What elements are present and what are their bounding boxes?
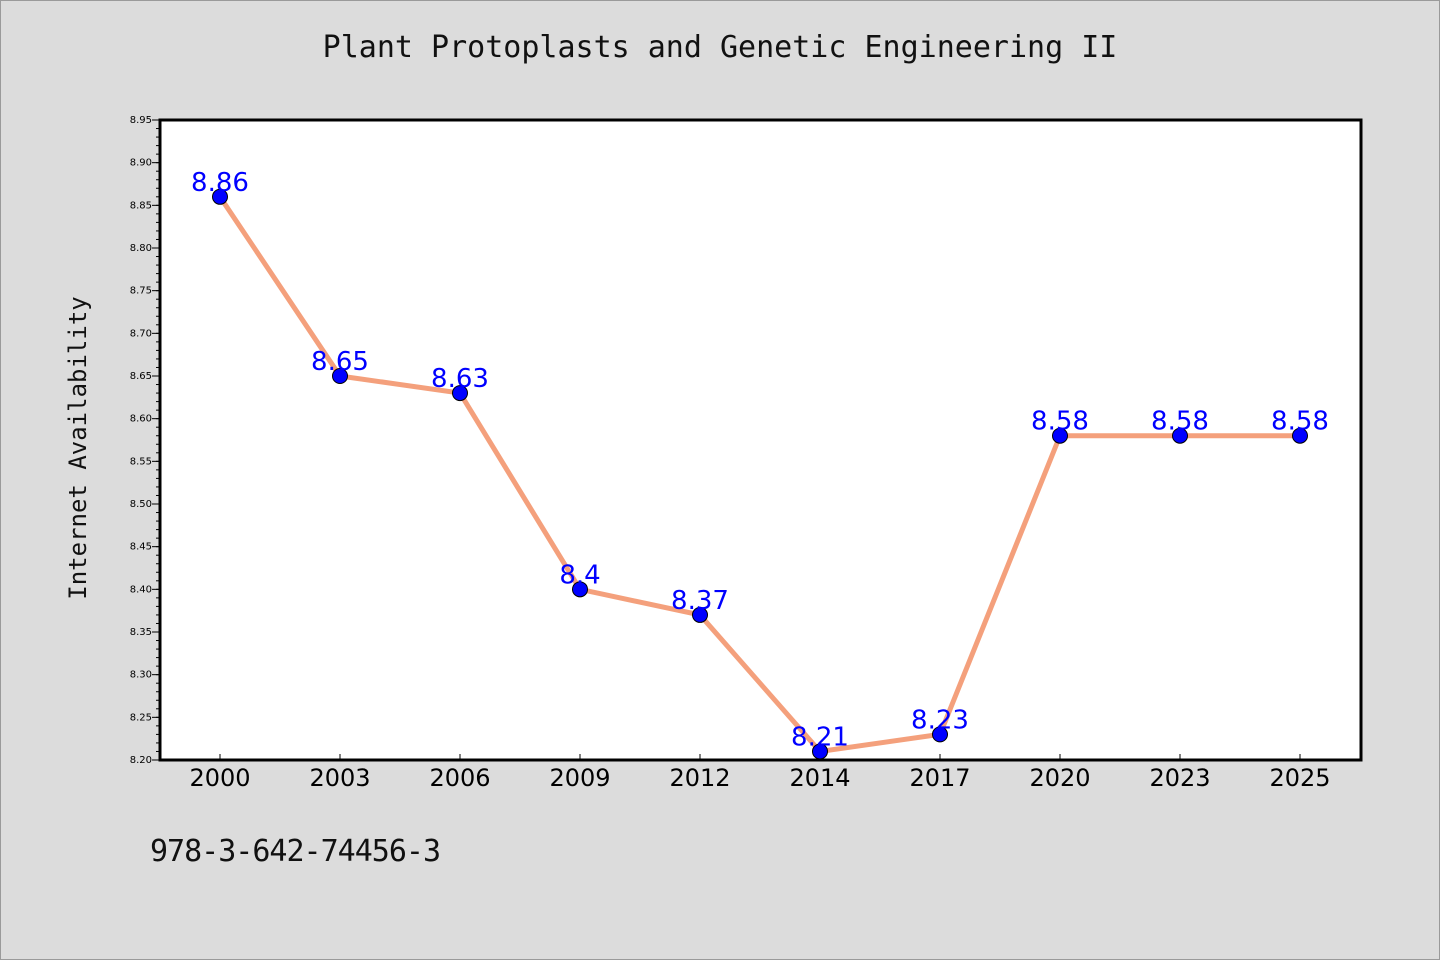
data-label: 8.63 [431,364,489,394]
y-tick-label: 8.45 [130,542,152,553]
y-tick-label: 8.70 [130,328,152,339]
data-label: 8.58 [1271,407,1329,437]
data-point [932,726,948,743]
y-tick-label: 8.40 [130,584,152,595]
data-label: 8.58 [1031,407,1089,437]
data-label: 8.37 [671,586,729,616]
data-point [1292,427,1308,444]
data-label-group: 8.86 8.65 8.63 8.4 8.37 8.21 8.23 8.58 8.58 8.58 [191,168,1329,753]
data-label: 8.58 [1151,407,1209,437]
x-tick-label: 2000 [189,764,250,792]
y-tick-label: 8.25 [130,712,152,723]
y-tick-label: 8.65 [130,371,152,382]
footer-code: 978-3-642-74456-3 [150,834,441,869]
y-tick-label: 8.60 [130,414,152,425]
data-point [1052,427,1068,444]
y-tick-label: 8.50 [130,499,152,510]
data-point [212,188,228,205]
x-tick-label: 2025 [1269,764,1330,792]
data-label: 8.23 [911,705,969,735]
x-tick-label: 2020 [1029,764,1090,792]
y-tick-label: 8.75 [130,286,152,297]
x-tick-label: 2023 [1149,764,1210,792]
data-label: 8.65 [311,347,369,377]
y-axis: 8.20 8.25 8.30 8.35 8.40 8.45 8.50 8.55 8.60 8.65… [130,115,160,766]
data-point [1172,427,1188,444]
series-line [217,195,1300,755]
y-tick-label: 8.30 [130,670,152,681]
data-point [452,385,468,402]
x-tick-label: 2012 [669,764,730,792]
y-tick-label: 8.95 [130,115,152,126]
y-axis-label: Internet Availability [64,296,92,599]
data-label: 8.4 [559,560,600,590]
y-tick-label: 8.55 [130,456,152,467]
data-point [572,581,588,598]
y-tick-label: 8.90 [130,158,152,169]
x-tick-label: 2014 [789,764,850,792]
data-label: 8.86 [191,168,249,198]
y-tick-label: 8.35 [130,627,152,638]
x-axis: 2000 2003 2006 2009 2012 2014 2017 2020 2023 2025 [189,754,1331,792]
data-point [332,368,348,384]
x-tick-label: 2006 [429,764,490,792]
data-label: 8.21 [791,722,849,752]
x-tick-label: 2003 [309,764,370,792]
series-line-group [217,195,1300,755]
data-point [692,606,708,623]
marker-group [212,188,1308,760]
y-tick-label: 8.20 [130,755,152,766]
x-tick-label: 2017 [909,764,970,792]
x-tick-label: 2009 [549,764,610,792]
y-tick-label: 8.85 [130,200,152,211]
data-point [812,743,828,760]
y-tick-label: 8.80 [130,243,152,254]
chart-title: Plant Protoplasts and Genetic Engineerin… [322,30,1118,65]
plot-area [158,118,1363,762]
